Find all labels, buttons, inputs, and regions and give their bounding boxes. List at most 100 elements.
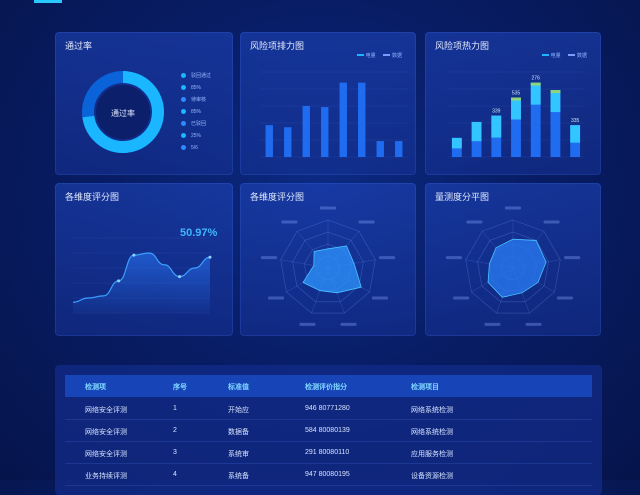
axis-label-placeholder <box>358 220 375 224</box>
legend-label: 电量 <box>365 53 376 59</box>
table-cell: 网络安全评测 <box>85 451 127 458</box>
table-header: 检测项 序号 标准值 检测评价指分 检测项目 <box>65 375 592 397</box>
bar <box>530 82 541 157</box>
legend-dot <box>181 133 186 139</box>
bar <box>395 141 403 157</box>
data-label: 339 <box>492 109 501 115</box>
bar <box>511 97 521 157</box>
axis-label-placeholder <box>484 322 501 326</box>
axis-label-placeholder <box>466 220 483 224</box>
axis-label-placeholder <box>505 206 521 210</box>
legend-label: 已驳回 <box>191 121 207 127</box>
axis-label-placeholder <box>445 256 462 260</box>
panel-title: 通过率 <box>65 41 93 51</box>
bar-cap <box>550 90 561 94</box>
bar-segment <box>530 82 541 105</box>
score-line-panel: 各维度评分图 50.97% <box>55 183 233 336</box>
axis-label-placeholder <box>268 296 285 300</box>
risk-bar-chart <box>260 71 408 158</box>
bar <box>339 82 347 157</box>
data-point <box>117 279 121 283</box>
donut-legend: 驳回通过 85% 待审核 85% 已驳回 25% 5/6 <box>181 72 211 156</box>
axis-label-placeholder <box>525 322 542 326</box>
legend-label: 数据 <box>391 53 402 59</box>
area-fill <box>73 253 210 313</box>
legend-label: 待审核 <box>191 97 207 103</box>
radar-area <box>487 238 547 298</box>
table-cell: 业务持续评测 <box>85 473 127 480</box>
risk-bar-panel: 风险项排力图 电量 数据 <box>240 32 416 175</box>
detection-table: 检测项 序号 标准值 检测评价指分 检测项目 网络安全评测 1 开始应 946 807… <box>55 365 602 495</box>
bar-segment <box>491 115 502 138</box>
panel-title: 各维度评分图 <box>250 192 305 202</box>
legend-label: 25% <box>191 133 202 139</box>
series-line <box>72 252 211 303</box>
axis-label-placeholder <box>543 220 560 224</box>
legend-label: 85% <box>191 85 202 91</box>
bar <box>358 82 366 157</box>
radar-ring <box>292 231 364 303</box>
axis-label-placeholder <box>281 220 298 224</box>
axis-label-placeholder <box>260 256 277 260</box>
legend-item: 已驳回 <box>181 120 211 132</box>
header-cell: 检测项目 <box>411 384 439 391</box>
bar-segment <box>451 137 462 149</box>
data-label: 535 <box>512 91 521 97</box>
legend-label: 电量 <box>550 53 561 59</box>
table-cell: 系统备 <box>228 473 249 480</box>
table-cell: 网络系统检测 <box>411 429 453 436</box>
data-label: 276 <box>532 76 541 82</box>
bar <box>284 127 292 157</box>
table-cell: 开始应 <box>228 407 249 414</box>
score-line-chart <box>72 237 212 314</box>
bar-segment <box>511 97 521 120</box>
legend-dot <box>181 145 186 151</box>
table-cell: 4 <box>173 471 177 478</box>
legend-dot <box>181 109 186 115</box>
panel-title: 各维度评分图 <box>65 192 120 202</box>
risk-heat-chart: 339 535 276 335 <box>447 71 585 158</box>
bar <box>321 107 329 157</box>
pass-rate-donut <box>82 71 164 153</box>
table-cell: 946 80771280 <box>305 405 350 412</box>
legend-item: 85% <box>181 84 211 96</box>
bar-cap <box>530 82 541 86</box>
bar <box>302 106 310 157</box>
axis-label-placeholder <box>556 296 573 300</box>
table-cell: 1 <box>173 405 177 412</box>
table-cell: 网络系统检测 <box>411 407 453 414</box>
table-cell: 947 80080195 <box>305 471 350 478</box>
row-divider <box>65 419 592 420</box>
bar-segment <box>570 125 581 143</box>
legend-dot <box>181 97 186 103</box>
header-cell: 标准值 <box>228 384 249 391</box>
header-cell: 检测评价指分 <box>305 384 347 391</box>
legend-item: 待审核 <box>181 96 211 108</box>
legend-label: 85% <box>191 109 202 115</box>
row-divider <box>65 441 592 442</box>
table-cell: 应用服务检测 <box>411 451 453 458</box>
score-value: 50.97% <box>180 227 218 239</box>
radar-chart-2 <box>445 206 581 326</box>
panel-title: 量测度分平图 <box>435 192 490 202</box>
table-cell: 584 80080139 <box>305 427 350 434</box>
legend-dot <box>181 73 186 79</box>
donut-center-label: 通过率 <box>111 109 135 118</box>
top-accent-line <box>34 0 62 3</box>
bar <box>265 125 273 157</box>
risk-heat-panel: 风险项热力图 电量 数据 339 535 276 335 <box>425 32 601 175</box>
radar-panel-1: 各维度评分图 <box>240 183 416 336</box>
bar <box>376 141 384 157</box>
bar <box>550 90 561 157</box>
axis-label-placeholder <box>379 256 396 260</box>
legend-label: 5/6 <box>191 145 198 151</box>
panel-title: 风险项排力图 <box>250 41 305 51</box>
axis-label-placeholder <box>564 256 581 260</box>
data-label: 335 <box>571 118 580 124</box>
radar-area <box>302 245 362 294</box>
bar-segment <box>471 121 482 142</box>
legend-item: 5/6 <box>181 144 211 156</box>
data-point <box>178 275 182 279</box>
row-divider <box>65 485 592 486</box>
panel-title: 风险项热力图 <box>435 41 490 51</box>
